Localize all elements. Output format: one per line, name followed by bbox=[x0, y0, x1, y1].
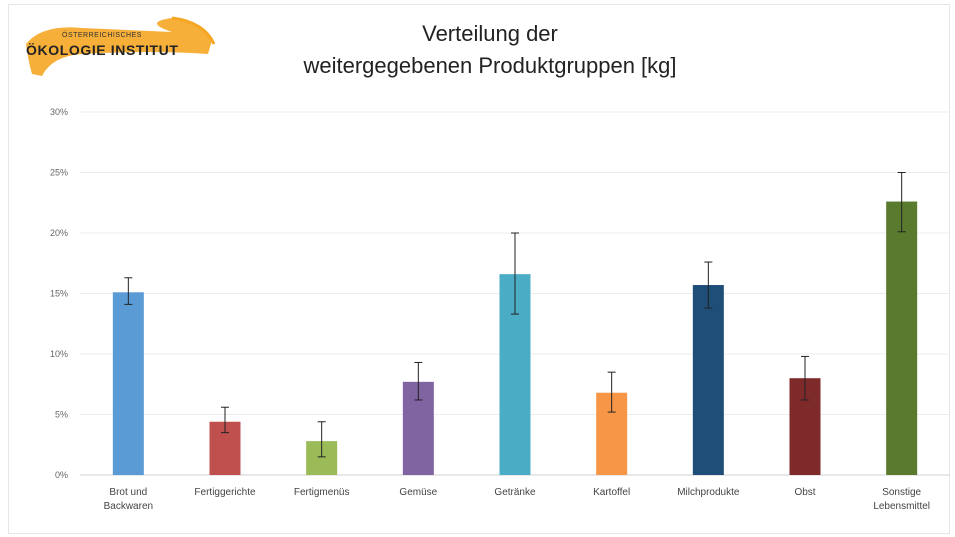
x-tick-label: Brot und bbox=[109, 487, 147, 498]
y-tick-label: 15% bbox=[50, 289, 68, 299]
x-tick-label: Fertiggerichte bbox=[194, 487, 256, 498]
logo-line1: ÖSTERREICHISCHES bbox=[62, 32, 142, 39]
y-tick-label: 0% bbox=[55, 470, 68, 480]
y-tick-label: 30% bbox=[50, 107, 68, 117]
x-tick-label: Sonstige bbox=[882, 487, 921, 498]
x-tick-label: Lebensmittel bbox=[873, 501, 930, 512]
y-tick-label: 10% bbox=[50, 349, 68, 359]
chart-title-line1: Verteilung der bbox=[422, 21, 558, 46]
x-tick-label: Getränke bbox=[494, 487, 536, 498]
x-tick-label: Milchprodukte bbox=[677, 487, 740, 498]
x-tick-label: Backwaren bbox=[104, 501, 153, 512]
x-tick-label: Fertigmenüs bbox=[294, 487, 350, 498]
y-tick-label: 5% bbox=[55, 410, 68, 420]
bar bbox=[692, 285, 724, 475]
bar bbox=[886, 201, 918, 476]
x-tick-label: Obst bbox=[794, 487, 815, 498]
y-tick-label: 25% bbox=[50, 168, 68, 178]
chart-title: Verteilung der weitergegebenen Produktgr… bbox=[230, 18, 750, 82]
logo-graphic bbox=[26, 16, 216, 76]
bar bbox=[112, 292, 144, 475]
chart-title-line2: weitergegebenen Produktgruppen [kg] bbox=[303, 53, 677, 78]
y-tick-label: 20% bbox=[50, 228, 68, 238]
x-tick-label: Kartoffel bbox=[593, 487, 630, 498]
logo: ÖSTERREICHISCHES ÖKOLOGIE INSTITUT bbox=[22, 14, 232, 84]
x-tick-label: Gemüse bbox=[399, 487, 437, 498]
logo-line2: ÖKOLOGIE INSTITUT bbox=[26, 42, 179, 58]
